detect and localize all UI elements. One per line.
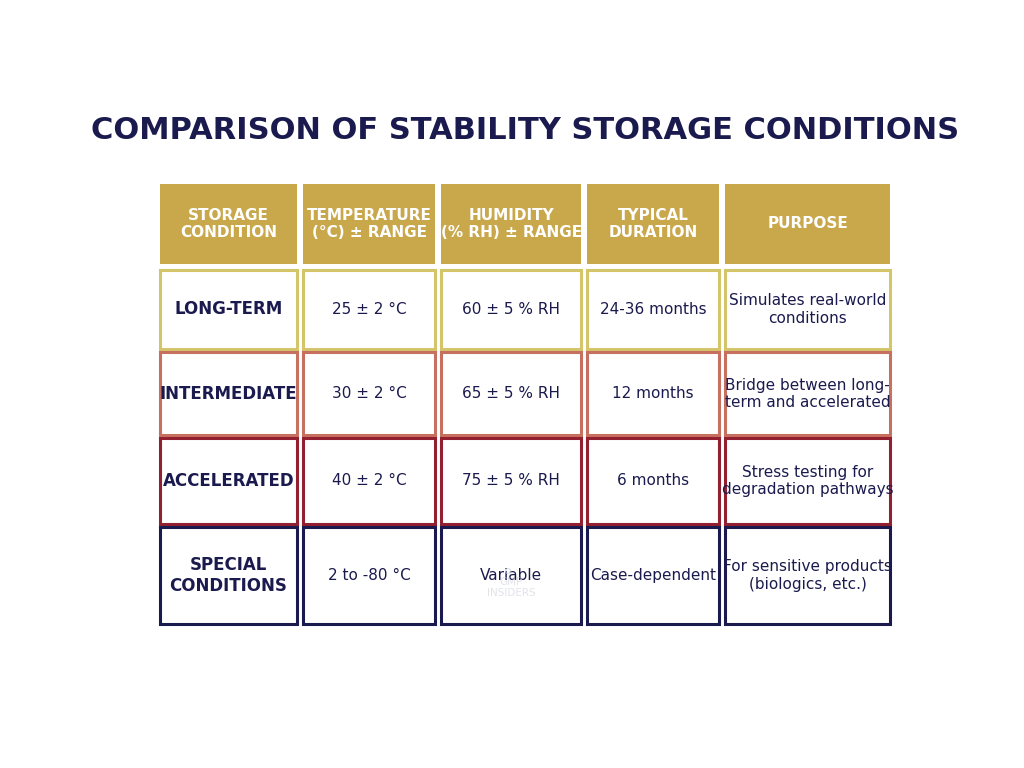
Text: 6 months: 6 months bbox=[617, 474, 689, 488]
Text: INTERMEDIATE: INTERMEDIATE bbox=[160, 385, 297, 402]
Text: ⚬: ⚬ bbox=[499, 563, 515, 582]
Text: Case-dependent: Case-dependent bbox=[590, 568, 716, 583]
Text: Stress testing for
degradation pathways: Stress testing for degradation pathways bbox=[722, 465, 893, 497]
Text: LONG-TERM: LONG-TERM bbox=[174, 300, 283, 319]
FancyBboxPatch shape bbox=[160, 184, 297, 263]
Text: 65 ± 5 % RH: 65 ± 5 % RH bbox=[462, 386, 560, 401]
Text: 40 ± 2 °C: 40 ± 2 °C bbox=[332, 474, 407, 488]
Text: HUMIDITY
(% RH) ± RANGE: HUMIDITY (% RH) ± RANGE bbox=[440, 207, 582, 240]
FancyBboxPatch shape bbox=[441, 353, 581, 435]
Text: TYPICAL
DURATION: TYPICAL DURATION bbox=[608, 207, 697, 240]
Text: GMP
INSIDERS: GMP INSIDERS bbox=[486, 577, 536, 598]
FancyBboxPatch shape bbox=[725, 184, 890, 263]
Text: PURPOSE: PURPOSE bbox=[767, 217, 848, 231]
FancyBboxPatch shape bbox=[160, 353, 297, 435]
FancyBboxPatch shape bbox=[160, 438, 297, 524]
FancyBboxPatch shape bbox=[587, 184, 719, 263]
Text: Bridge between long-
term and accelerated: Bridge between long- term and accelerate… bbox=[725, 378, 890, 410]
FancyBboxPatch shape bbox=[303, 527, 435, 624]
FancyBboxPatch shape bbox=[441, 184, 581, 263]
FancyBboxPatch shape bbox=[587, 527, 719, 624]
FancyBboxPatch shape bbox=[725, 438, 890, 524]
Text: COMPARISON OF STABILITY STORAGE CONDITIONS: COMPARISON OF STABILITY STORAGE CONDITIO… bbox=[91, 116, 958, 145]
Text: 2 to -80 °C: 2 to -80 °C bbox=[328, 568, 411, 583]
Text: STORAGE
CONDITION: STORAGE CONDITION bbox=[180, 207, 276, 240]
Text: SPECIAL
CONDITIONS: SPECIAL CONDITIONS bbox=[169, 556, 288, 595]
Text: For sensitive products
(biologics, etc.): For sensitive products (biologics, etc.) bbox=[723, 559, 892, 592]
FancyBboxPatch shape bbox=[160, 270, 297, 349]
Text: 75 ± 5 % RH: 75 ± 5 % RH bbox=[462, 474, 560, 488]
Text: 24-36 months: 24-36 months bbox=[600, 302, 707, 317]
FancyBboxPatch shape bbox=[587, 270, 719, 349]
Text: 25 ± 2 °C: 25 ± 2 °C bbox=[332, 302, 407, 317]
Text: Variable: Variable bbox=[480, 568, 542, 583]
FancyBboxPatch shape bbox=[160, 527, 297, 624]
FancyBboxPatch shape bbox=[441, 527, 581, 624]
Text: 12 months: 12 months bbox=[612, 386, 694, 401]
Text: ACCELERATED: ACCELERATED bbox=[163, 472, 294, 490]
Text: TEMPERATURE
(°C) ± RANGE: TEMPERATURE (°C) ± RANGE bbox=[306, 207, 431, 240]
FancyBboxPatch shape bbox=[725, 527, 890, 624]
FancyBboxPatch shape bbox=[441, 438, 581, 524]
FancyBboxPatch shape bbox=[303, 353, 435, 435]
Text: Simulates real-world
conditions: Simulates real-world conditions bbox=[729, 293, 886, 326]
Text: 30 ± 2 °C: 30 ± 2 °C bbox=[332, 386, 407, 401]
FancyBboxPatch shape bbox=[303, 184, 435, 263]
FancyBboxPatch shape bbox=[587, 438, 719, 524]
FancyBboxPatch shape bbox=[725, 270, 890, 349]
FancyBboxPatch shape bbox=[303, 438, 435, 524]
FancyBboxPatch shape bbox=[441, 270, 581, 349]
FancyBboxPatch shape bbox=[725, 353, 890, 435]
FancyBboxPatch shape bbox=[303, 270, 435, 349]
Text: 60 ± 5 % RH: 60 ± 5 % RH bbox=[462, 302, 560, 317]
FancyBboxPatch shape bbox=[587, 353, 719, 435]
